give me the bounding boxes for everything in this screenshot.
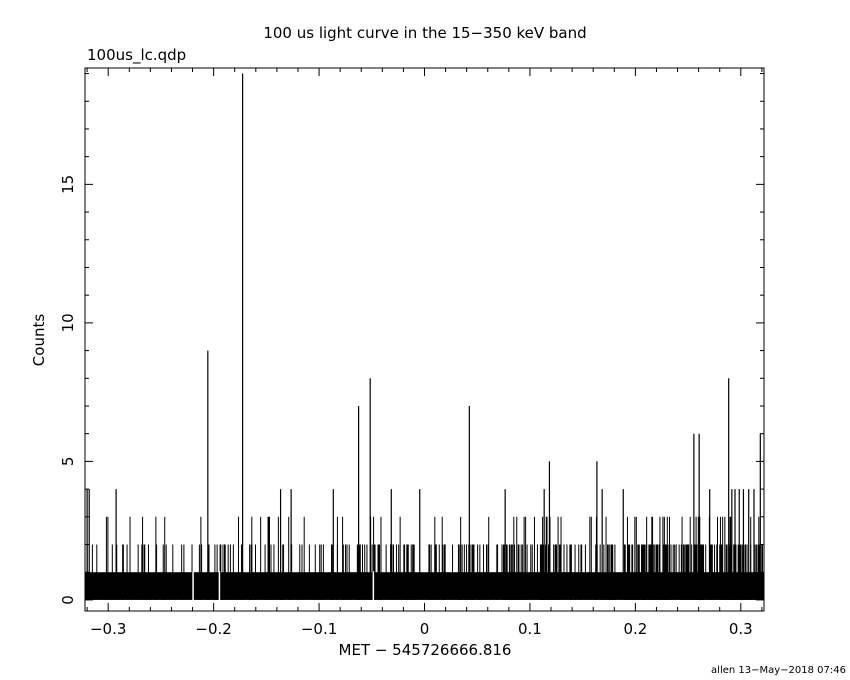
x-tick-label: −0.2	[195, 620, 231, 638]
x-tick-label: 0.2	[623, 620, 647, 638]
y-axis-label: Counts	[30, 314, 48, 367]
x-tick-label: −0.3	[90, 620, 126, 638]
peak-bins	[86, 73, 761, 600]
x-tick-label: 0.1	[518, 620, 542, 638]
x-tick-label: 0	[420, 620, 430, 638]
zero-count-bins	[192, 571, 375, 601]
bins-level-1	[85, 572, 764, 600]
y-tick-label: 5	[59, 457, 77, 467]
y-tick-label: 10	[59, 313, 77, 332]
x-tick-label: −0.1	[301, 620, 337, 638]
file-label: 100us_lc.qdp	[87, 46, 186, 65]
x-tick-label: 0.3	[729, 620, 753, 638]
footer-timestamp: allen 13−May−2018 07:46	[711, 665, 846, 676]
y-axis-ticks: 0 5 10 15	[59, 73, 764, 605]
x-axis-ticks: −0.3 −0.2 −0.1 0 0.1 0.2 0.3	[86, 68, 763, 638]
x-axis-label: MET − 545726666.816	[339, 641, 512, 659]
plot-frame	[84, 67, 765, 612]
y-tick-label: 0	[59, 595, 77, 605]
light-curve-bins	[85, 516, 764, 600]
y-tick-label: 15	[59, 175, 77, 194]
chart-title: 100 us light curve in the 15−350 keV ban…	[263, 24, 586, 42]
